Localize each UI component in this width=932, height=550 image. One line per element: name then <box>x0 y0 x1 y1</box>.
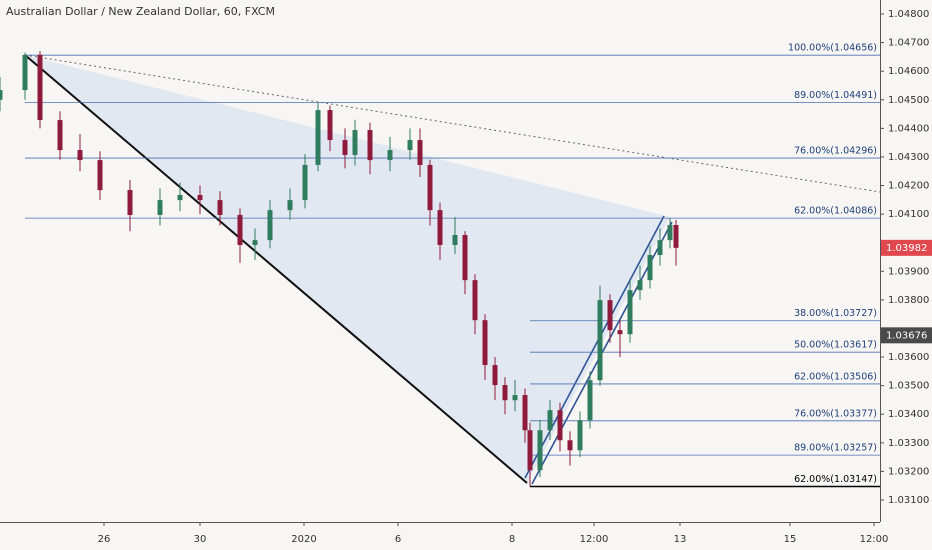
price-badge <box>881 239 932 256</box>
channel-line <box>524 215 665 479</box>
y-tick-label: 1.03600 <box>888 352 929 363</box>
candle-body <box>287 200 293 211</box>
fib-label: 62.00%(1.03506) <box>794 371 877 382</box>
y-tick-label: 1.04500 <box>888 95 929 106</box>
candle-body <box>315 110 321 165</box>
candle-body <box>637 280 643 291</box>
y-tick-label: 1.04300 <box>888 152 929 163</box>
fib-label: 50.00%(1.03617) <box>794 340 877 351</box>
candle-body <box>57 120 63 151</box>
candle-body <box>547 410 553 431</box>
candle-body <box>587 380 593 421</box>
candle-body <box>327 110 333 141</box>
candle-body <box>452 234 458 245</box>
x-tick-label: 12:00 <box>860 534 889 545</box>
candle-body <box>417 140 423 165</box>
x-tick-label: 26 <box>98 534 111 545</box>
y-tick-label: 1.03300 <box>888 438 929 449</box>
candle-body <box>237 214 243 245</box>
trend-line <box>24 54 881 193</box>
candle-body <box>627 290 633 335</box>
price-badge-label: 1.03676 <box>886 330 927 341</box>
candle-body <box>387 150 393 161</box>
x-tick-label: 2020 <box>291 534 316 545</box>
candle-body <box>482 320 488 366</box>
candle-body <box>462 234 468 281</box>
x-tick-label: 8 <box>509 534 515 545</box>
candle-body <box>597 300 603 381</box>
candle-body <box>97 160 103 191</box>
candle-body <box>302 164 308 201</box>
y-tick-label: 1.04700 <box>888 38 929 49</box>
y-tick-label: 1.04400 <box>888 123 929 134</box>
y-tick-label: 1.04200 <box>888 181 929 192</box>
candle-body <box>217 200 223 215</box>
candle-body <box>77 150 83 161</box>
x-tick-label: 13 <box>674 534 687 545</box>
candle-body <box>407 140 413 151</box>
candle-body <box>472 280 478 321</box>
candle-body <box>492 365 498 386</box>
candle-body <box>657 240 663 255</box>
candle-body <box>37 54 43 121</box>
x-tick-label: 30 <box>194 534 207 545</box>
pattern-fill <box>25 55 670 483</box>
candle-body <box>577 420 583 451</box>
price-badge-label: 1.03982 <box>886 243 927 254</box>
candle-body <box>177 194 183 201</box>
candle-body <box>267 210 273 241</box>
candle-body <box>673 224 679 248</box>
x-tick-label: 12:00 <box>580 534 609 545</box>
fib-label: 89.00%(1.04491) <box>794 90 877 101</box>
candle-body <box>502 385 508 401</box>
x-tick-label: 15 <box>784 534 797 545</box>
y-tick-label: 1.03200 <box>888 466 929 477</box>
candle-body <box>527 430 533 471</box>
y-tick-label: 1.03100 <box>888 495 929 506</box>
candle-body <box>617 330 623 335</box>
fib-label: 38.00%(1.03727) <box>794 308 877 319</box>
candle-body <box>252 240 258 245</box>
candle-body <box>667 224 673 241</box>
candle-body <box>22 54 28 91</box>
fib-label: 76.00%(1.04296) <box>794 146 877 157</box>
candle-body <box>557 410 563 441</box>
y-tick-label: 1.03500 <box>888 381 929 392</box>
fib-label: 76.00%(1.03377) <box>794 408 877 419</box>
y-tick-label: 1.04600 <box>888 66 929 77</box>
chart-title: Australian Dollar / New Zealand Dollar, … <box>6 5 275 18</box>
candle-body <box>512 395 518 401</box>
y-tick-label: 1.03900 <box>888 266 929 277</box>
candle-body <box>567 440 573 451</box>
candle-body <box>437 210 443 245</box>
fib-label: 89.00%(1.03257) <box>794 443 877 454</box>
candle-body <box>157 200 163 215</box>
fib-label: 100.00%(1.04656) <box>788 43 877 54</box>
candle-body <box>522 395 528 431</box>
candle-body <box>537 430 543 471</box>
candle-body <box>127 190 133 215</box>
candle-body <box>367 130 373 161</box>
candle-body <box>427 164 433 211</box>
pattern-leg <box>24 54 528 484</box>
fib-label: 62.00%(1.03147) <box>794 474 877 485</box>
candle-body <box>342 140 348 155</box>
candle-body <box>0 90 3 100</box>
y-tick-label: 1.03400 <box>888 409 929 420</box>
candle-body <box>197 194 203 201</box>
fib-label: 62.00%(1.04086) <box>794 206 877 217</box>
x-tick-label: 6 <box>395 534 401 545</box>
y-tick-label: 1.04100 <box>888 209 929 220</box>
candle-body <box>647 254 653 281</box>
price-badge <box>881 327 932 344</box>
candle-body <box>352 130 358 155</box>
y-tick-label: 1.04800 <box>888 9 929 20</box>
y-tick-label: 1.03800 <box>888 295 929 306</box>
candle-body <box>607 300 613 331</box>
